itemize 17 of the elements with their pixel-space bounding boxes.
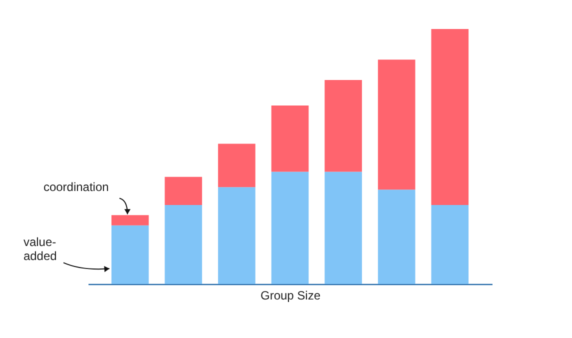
bar: [324, 172, 362, 284]
bar: [378, 60, 416, 190]
bar: [111, 215, 149, 226]
x-axis-title: Group Size: [260, 288, 321, 302]
text: value-added: [23, 234, 58, 263]
series-label: coordination: [43, 180, 109, 194]
bar: [218, 187, 256, 284]
bar: [111, 225, 149, 284]
bar: [431, 29, 469, 205]
bar: [164, 204, 202, 284]
bar: [164, 176, 202, 205]
bar: [218, 144, 256, 188]
bar: [431, 204, 469, 284]
bar: [378, 190, 416, 284]
bar: [271, 172, 309, 284]
bar: [324, 80, 362, 172]
bar: [271, 106, 309, 172]
